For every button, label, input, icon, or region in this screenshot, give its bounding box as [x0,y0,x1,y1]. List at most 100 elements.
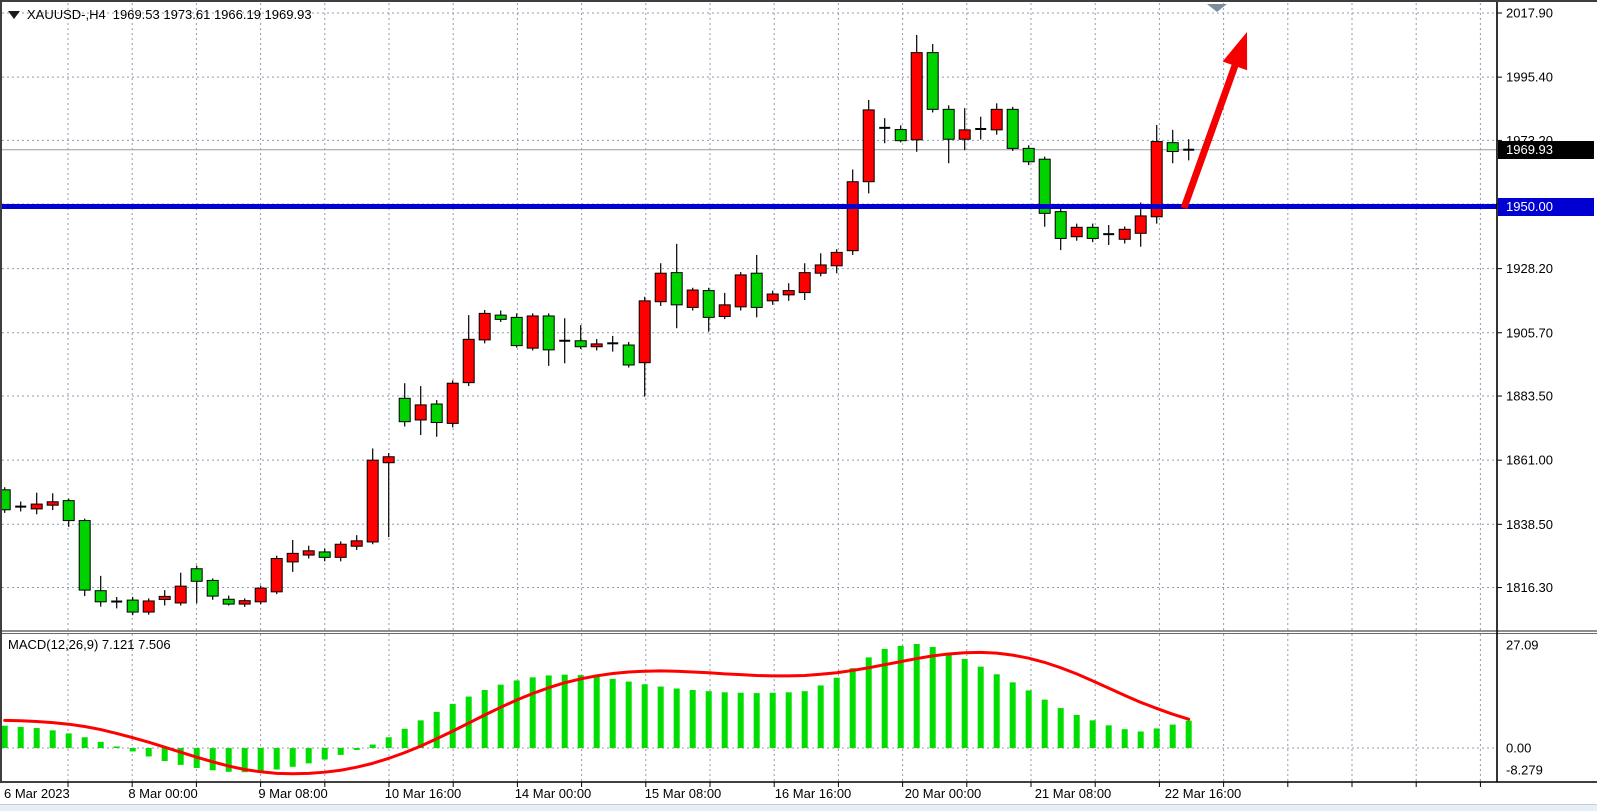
macd-histogram-bar [1137,731,1144,748]
candle-body [1150,141,1163,218]
candle-body [1086,226,1099,239]
candle-body [958,129,971,140]
candle-body [1022,147,1035,163]
candle-body [1118,228,1131,240]
candle-body [174,585,187,604]
macd-histogram-bar [353,748,360,750]
macd-histogram-bar [609,678,616,748]
candle-body [334,543,347,558]
chevron-down-icon [8,10,20,19]
candle-body [494,314,507,320]
macd-histogram-bar [385,737,392,748]
macd-histogram-bar [801,691,808,748]
macd-histogram-bar [1,725,8,748]
candle-body [654,272,667,303]
macd-histogram-bar [865,657,872,748]
window-bottom-edge [0,804,1597,811]
macd-histogram-bar [449,703,456,748]
macd-histogram-bar [49,730,56,748]
scroll-position-marker-icon[interactable] [1207,4,1227,12]
macd-histogram-bar [177,748,184,765]
time-axis-label: 14 Mar 00:00 [515,786,592,801]
candle-body [622,344,635,366]
time-axis-label: 16 Mar 16:00 [775,786,852,801]
macd-histogram-bar [1041,699,1048,748]
macd-histogram-bar [561,674,568,748]
candle-body [254,587,267,603]
price-axis-label: 1905.70 [1506,325,1553,340]
macd-histogram-bar [625,681,632,748]
macd-histogram-bar [1153,728,1160,748]
macd-histogram-bar [1169,724,1176,748]
macd-histogram-bar [833,677,840,748]
macd-histogram-bar [1057,708,1064,748]
price-axis-label: 2017.90 [1506,6,1553,21]
macd-signal-line [3,650,1191,776]
candle-body [222,598,235,605]
candle-body [414,404,427,421]
macd-histogram-bar [225,748,232,772]
candle-body [398,397,411,423]
macd-indicator-label: MACD(12,26,9) 7.121 7.506 [8,637,171,652]
macd-histogram-bar [81,737,88,748]
trend-arrow-head[interactable] [1222,32,1248,71]
candle-body [446,382,459,424]
macd-histogram-bar [417,720,424,748]
price-axis-label: 1861.00 [1506,453,1553,468]
macd-histogram-bar [401,728,408,748]
candle-body [1006,108,1019,149]
macd-histogram-bar [705,691,712,748]
macd-histogram-bar [113,746,120,748]
candle-body [1070,226,1083,238]
time-axis-label: 21 Mar 08:00 [1035,786,1112,801]
candle-body [462,338,475,384]
macd-histogram-bar [33,728,40,748]
macd-histogram-bar [785,692,792,748]
macd-histogram-bar [913,644,920,748]
candle-body [1038,158,1051,214]
macd-histogram-bar [673,688,680,748]
price-axis-label: 1995.40 [1506,70,1553,85]
macd-histogram-bar [1121,729,1128,748]
macd-histogram-bar [577,675,584,748]
macd-histogram-bar [929,647,936,748]
macd-histogram-bar [1089,720,1096,748]
candle-body [382,456,395,464]
candle-body [350,540,363,547]
candle-body [686,289,699,308]
candle-body [158,595,171,601]
candle-body [846,181,859,252]
candle-body [510,316,523,347]
hline-price-badge[interactable]: 1950.00 [1498,197,1594,216]
candle-body [430,403,443,424]
candle-body [238,600,251,605]
macd-histogram-bar [369,744,376,748]
macd-histogram-bar [433,711,440,748]
candle-body [862,109,875,183]
time-axis-label: 10 Mar 16:00 [385,786,462,801]
candle-body [750,272,763,308]
time-axis-label: 20 Mar 00:00 [905,786,982,801]
trend-arrow-shaft[interactable] [1180,59,1241,210]
price-axis-label: 1928.20 [1506,261,1553,276]
macd-axis-label: 27.09 [1506,638,1539,653]
macd-histogram-bar [689,690,696,748]
macd-histogram-bar [273,748,280,770]
candle-body [942,108,955,140]
candle-body [542,315,555,351]
time-axis-label: 15 Mar 08:00 [645,786,722,801]
macd-histogram-bar [1185,720,1192,748]
candle-body [574,340,587,348]
candle-body [142,600,155,613]
price-axis-label: 1883.50 [1506,389,1553,404]
candle-body [926,52,939,110]
macd-histogram-bar [481,690,488,748]
macd-histogram-bar [497,684,504,748]
candle-body [126,599,139,613]
candle-body [910,52,923,141]
candle-body [478,312,491,341]
candle-body [830,251,843,267]
macd-histogram-bar [641,684,648,748]
macd-histogram-bar [945,652,952,748]
